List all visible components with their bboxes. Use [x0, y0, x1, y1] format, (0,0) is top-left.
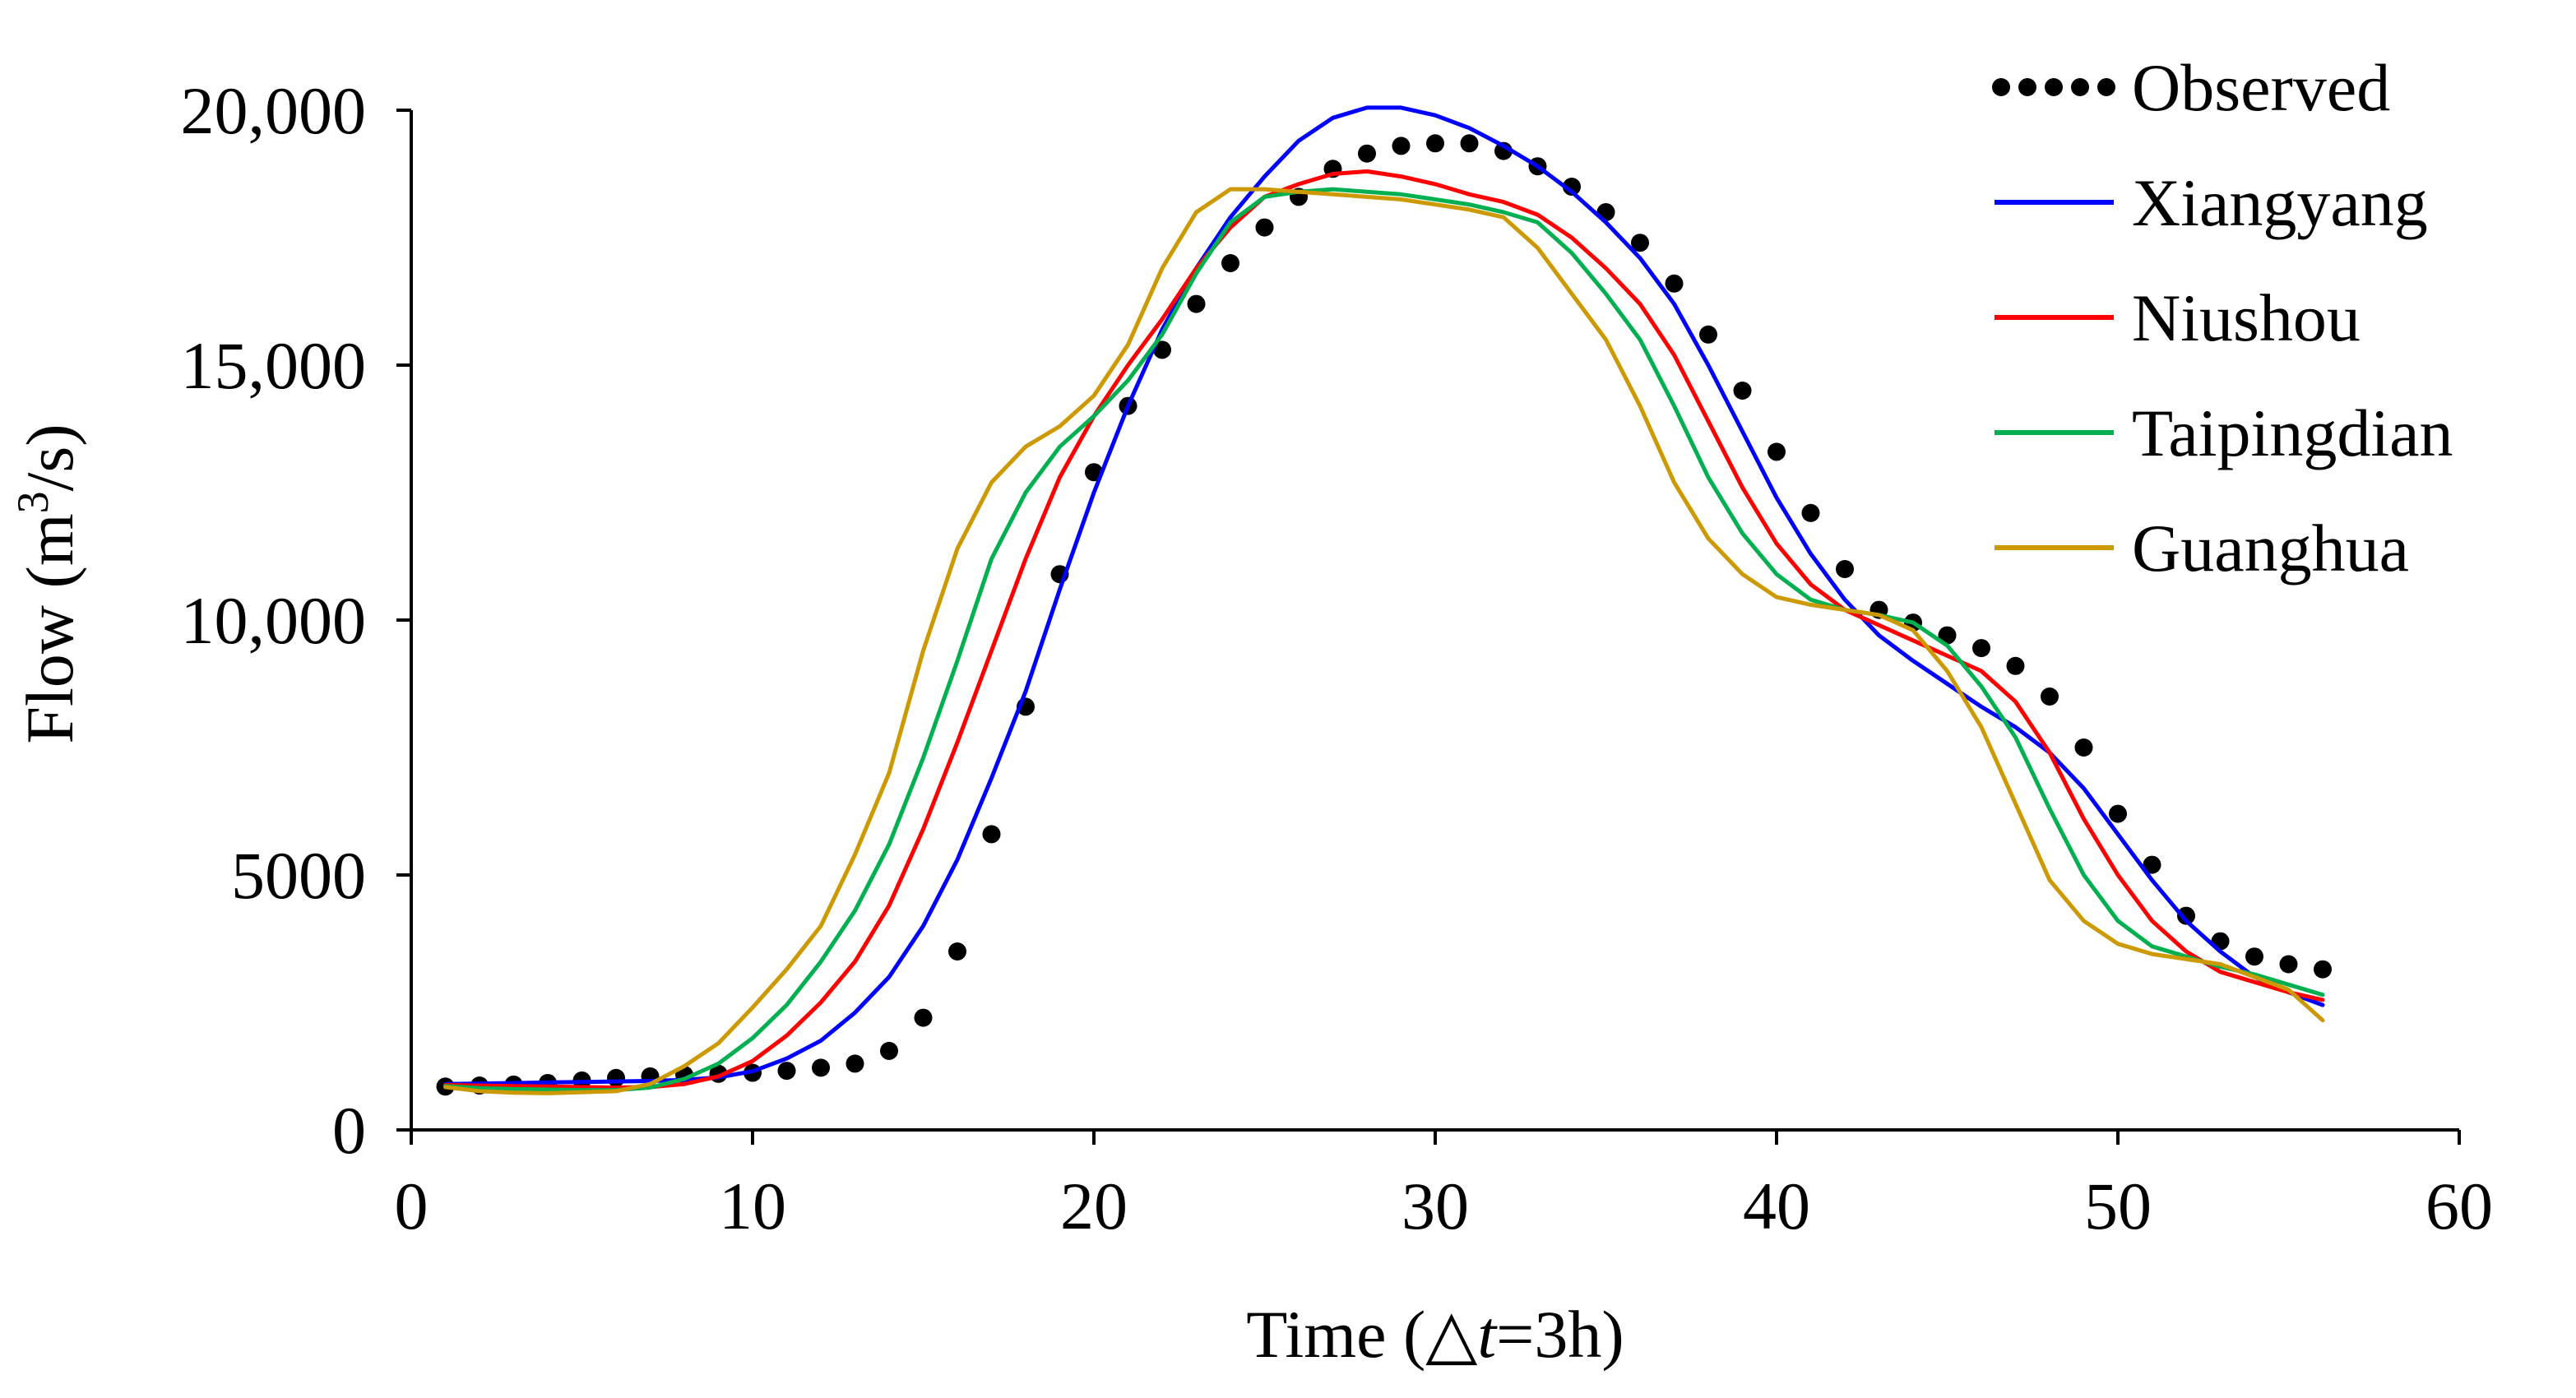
legend: Observed Xiangyang Niushou Taipingdian Guang… [1992, 50, 2453, 586]
series-taipingdian [443, 187, 2325, 1093]
series-guanghua [443, 187, 2325, 1095]
xiangyang-line [443, 105, 2325, 1086]
observed-point [2109, 804, 2127, 823]
series-niushou [443, 169, 2325, 1090]
observed-point [2143, 855, 2161, 874]
x-axis-title: Time (△t=3h) [1246, 1297, 1624, 1372]
observed-point [2041, 687, 2059, 706]
axes: 0 10 20 30 40 50 60 0 5000 10,000 15,000 20,000 [181, 73, 2494, 1243]
x-tick-label: 60 [2425, 1169, 2493, 1243]
observed-point [846, 1054, 864, 1073]
legend-label-niushou: Niushou [2132, 280, 2361, 355]
observed-point [2314, 960, 2332, 979]
observed-point [812, 1058, 830, 1077]
taipingdian-line [443, 187, 2325, 1093]
x-tick-label: 0 [395, 1169, 429, 1243]
observed-point [1801, 503, 1820, 522]
observed-point [982, 825, 1001, 844]
legend-label-observed: Observed [2132, 50, 2390, 125]
observed-point [607, 1068, 625, 1087]
observed-point [1938, 626, 1957, 645]
legend-label-guanghua: Guanghua [2132, 511, 2409, 586]
observed-point [880, 1041, 898, 1060]
observed-point [1358, 144, 1376, 163]
observed-point [1187, 294, 1206, 313]
observed-point [1563, 178, 1581, 196]
y-tick-label: 10,000 [181, 583, 367, 658]
niushou-line [443, 169, 2325, 1090]
x-tick-label: 40 [1743, 1169, 1810, 1243]
observed-point [914, 1008, 933, 1027]
legend-marker-observed [2018, 78, 2036, 96]
y-tick-label: 20,000 [181, 73, 367, 148]
y-tick-label: 0 [332, 1093, 366, 1168]
observed-point [1665, 274, 1684, 293]
legend-marker-observed [2045, 78, 2063, 96]
observed-point [1836, 560, 1854, 578]
observed-point [1153, 340, 1171, 359]
observed-point [1460, 134, 1479, 153]
legend-marker-observed [2097, 78, 2115, 96]
observed-point [948, 942, 966, 961]
observed-point [2279, 955, 2298, 974]
y-axis-title: Flow (m3/s) [8, 424, 87, 743]
legend-marker-observed [2071, 78, 2089, 96]
observed-point [2074, 738, 2093, 757]
observed-point [2006, 656, 2025, 675]
observed-point [1699, 325, 1717, 344]
observed-point [1733, 382, 1752, 400]
x-tick-label: 10 [719, 1169, 786, 1243]
observed-point [2245, 947, 2263, 966]
series-group [436, 105, 2332, 1096]
legend-label-xiangyang: Xiangyang [2132, 165, 2428, 240]
observed-point [1221, 254, 1239, 272]
x-tick-label: 30 [1402, 1169, 1469, 1243]
observed-point [1972, 639, 1990, 658]
observed-point [2177, 906, 2195, 925]
observed-point [1768, 442, 1786, 461]
y-tick-label: 15,000 [181, 328, 367, 403]
observed-point [1392, 137, 1411, 155]
series-xiangyang [443, 105, 2325, 1086]
legend-label-taipingdian: Taipingdian [2132, 396, 2453, 470]
guanghua-line [443, 187, 2325, 1095]
observed-point [1631, 234, 1649, 252]
series-observed [436, 134, 2332, 1096]
x-tick-label: 50 [2084, 1169, 2152, 1243]
observed-point [1255, 218, 1274, 237]
observed-point [1426, 134, 1444, 153]
legend-marker-observed [1992, 78, 2010, 96]
y-tick-label: 5000 [231, 838, 366, 913]
x-tick-label: 20 [1060, 1169, 1128, 1243]
observed-point [777, 1062, 796, 1081]
